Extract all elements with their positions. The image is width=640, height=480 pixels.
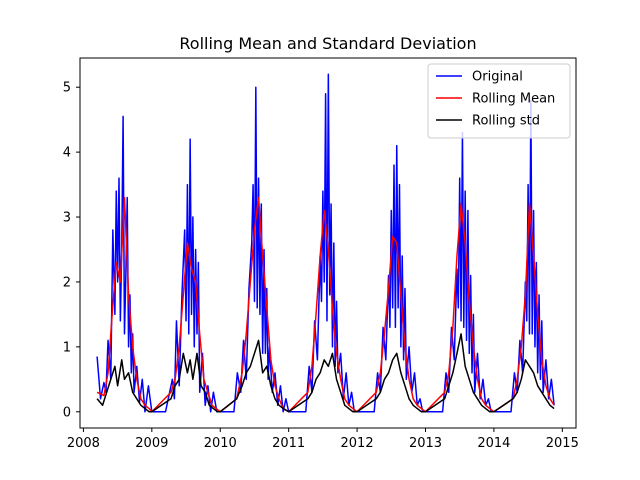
x-tick-label: 2013 [409,436,442,451]
y-tick-label: 5 [63,81,71,96]
x-tick-label: 2014 [477,436,510,451]
series-line-rolling-std [96,333,555,413]
y-tick-label: 4 [63,146,71,161]
y-tick-label: 3 [63,211,71,226]
x-tick-label: 2011 [272,436,305,451]
x-tick-label: 2009 [135,436,168,451]
chart-title: Rolling Mean and Standard Deviation [179,34,476,53]
y-tick-label: 1 [63,340,71,355]
legend-box [427,63,571,139]
series-layer [96,73,555,413]
x-tick-label: 2012 [341,436,374,451]
y-tick-label: 2 [63,275,71,290]
series-line-original [96,73,555,413]
axes-frame [79,57,577,429]
series-line-rolling-mean [96,196,555,413]
x-tick-label: 2008 [67,436,100,451]
legend-label: Rolling std [472,114,540,129]
legend-label: Original [472,70,523,85]
x-tick-label: 2015 [546,436,579,451]
x-tick-label: 2010 [204,436,237,451]
legend: Original Rolling Mean Rolling std [427,63,571,139]
y-tick-label: 0 [63,405,71,420]
legend-label: Rolling Mean [472,92,555,107]
axes-layer: 2008 2009 2010 2011 2012 2013 2014 2015 0 1 2 3 4 5 [63,57,579,451]
